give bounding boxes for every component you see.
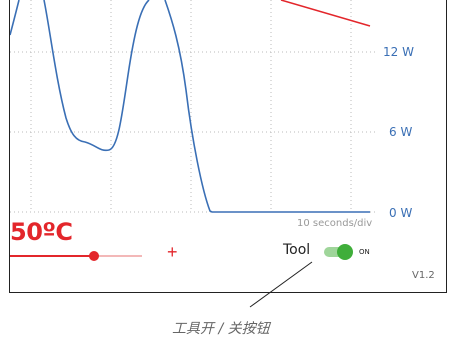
device-screen: 12 W 6 W 0 W 10 seconds/div 50ºC + Tool … bbox=[9, 0, 447, 293]
power-plot bbox=[10, 0, 375, 213]
power-axis-label: 0 W bbox=[389, 206, 413, 220]
toggle-state-label: ON bbox=[359, 248, 370, 256]
tool-label: Tool bbox=[283, 242, 311, 258]
temperature-readout: 50ºC bbox=[10, 218, 73, 246]
version-label: V1.2 bbox=[412, 270, 435, 281]
time-scale-label: 10 seconds/div bbox=[297, 218, 373, 229]
power-trace bbox=[10, 0, 370, 213]
tool-toggle[interactable] bbox=[324, 244, 353, 260]
power-axis-label: 6 W bbox=[389, 125, 413, 139]
increase-temperature-button[interactable]: + bbox=[167, 242, 178, 262]
power-axis-label: 12 W bbox=[383, 45, 414, 59]
temperature-slider-handle[interactable] bbox=[89, 251, 99, 261]
toggle-knob bbox=[337, 244, 353, 260]
temperature-trace bbox=[280, 0, 371, 27]
temperature-slider-fill bbox=[10, 255, 94, 257]
caption: 工具开 / 关按钮 bbox=[172, 321, 270, 337]
